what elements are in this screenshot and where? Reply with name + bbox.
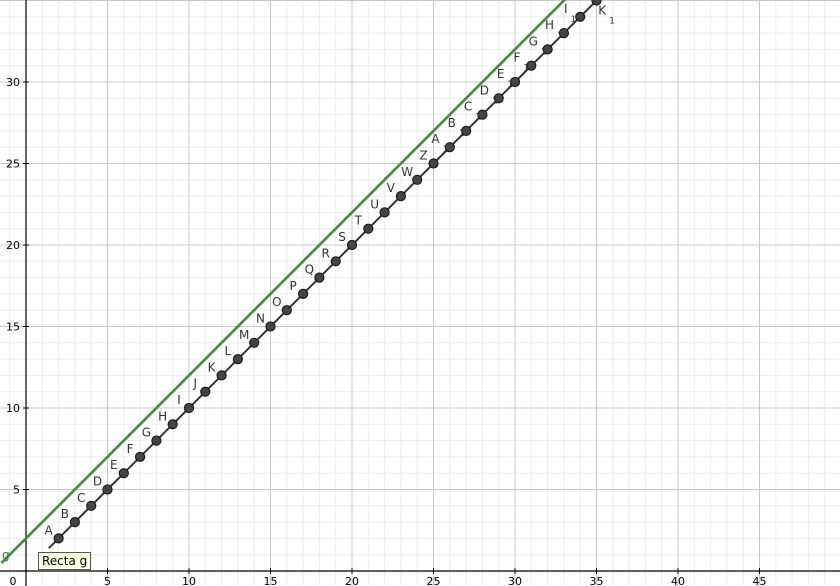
- point-F1[interactable]: [526, 60, 537, 71]
- point-A1[interactable]: [444, 142, 455, 153]
- point-S[interactable]: [346, 239, 358, 251]
- tooltip-text: Recta g: [42, 554, 88, 568]
- point-label: E1: [497, 67, 513, 90]
- x-tick-label: 25: [427, 575, 441, 586]
- point-label: O: [272, 295, 281, 309]
- point-label: J: [193, 377, 198, 391]
- y-tick-label: 30: [6, 76, 20, 89]
- point-I[interactable]: [183, 402, 195, 414]
- point-O[interactable]: [281, 305, 292, 316]
- point-label: T: [354, 214, 363, 228]
- tick-labels: 0 5 10 15 20 25 30 35 40 45 5 10 15 20 25 30: [6, 76, 767, 586]
- point-label: R: [322, 246, 330, 260]
- point-label: S: [338, 230, 346, 244]
- points[interactable]: [53, 0, 602, 544]
- point-label: F1: [513, 51, 529, 74]
- point-label: K: [208, 360, 217, 374]
- x-tick-label: 40: [671, 575, 685, 586]
- point-label: F: [127, 442, 134, 456]
- point-P[interactable]: [298, 288, 309, 299]
- point-L[interactable]: [232, 354, 243, 365]
- point-G1[interactable]: [542, 44, 553, 55]
- point-label: N: [256, 312, 265, 326]
- point-H[interactable]: [167, 419, 178, 430]
- point-label: Q: [305, 263, 314, 277]
- y-tick-label: 25: [6, 158, 20, 171]
- point-label: P: [289, 279, 296, 293]
- x-tick-label: 30: [508, 575, 522, 586]
- point-I1[interactable]: [575, 11, 586, 22]
- x-tick-label: 10: [182, 575, 196, 586]
- y-tick-label: 15: [6, 321, 20, 334]
- point-J[interactable]: [200, 386, 211, 397]
- y-tick-label: 10: [6, 402, 20, 415]
- point-F[interactable]: [135, 451, 146, 462]
- point-label: I1: [564, 2, 576, 25]
- point-D1[interactable]: [493, 93, 504, 104]
- point-K1[interactable]: [591, 0, 602, 6]
- point-label: H: [158, 409, 167, 423]
- y-tick-label: 20: [6, 239, 20, 252]
- point-R[interactable]: [330, 256, 341, 267]
- point-label: E: [110, 458, 118, 472]
- point-label: Z: [419, 149, 427, 163]
- point-V[interactable]: [395, 191, 406, 202]
- x-tick-label: 5: [104, 575, 111, 586]
- x-tick-label: 0: [10, 575, 17, 586]
- point-G[interactable]: [151, 435, 162, 446]
- point-C1[interactable]: [477, 109, 488, 120]
- line-g-path: [0, 0, 567, 564]
- x-tick-label: 35: [590, 575, 604, 586]
- point-C[interactable]: [86, 500, 97, 511]
- point-label: A: [44, 523, 53, 537]
- y-tick-label: 5: [13, 484, 20, 497]
- point-label: C: [77, 491, 85, 505]
- point-A[interactable]: [53, 533, 64, 544]
- point-label: D: [93, 475, 102, 489]
- point-B[interactable]: [69, 517, 81, 528]
- x-tick-label: 20: [345, 575, 359, 586]
- point-label: B: [61, 507, 69, 521]
- point-label: L: [225, 344, 232, 358]
- point-label: W: [401, 165, 413, 179]
- x-tick-label: 45: [753, 575, 767, 586]
- point-H1[interactable]: [558, 27, 570, 39]
- line-g-label: g: [2, 548, 10, 562]
- point-M[interactable]: [249, 337, 260, 348]
- point-label: U: [370, 197, 379, 211]
- line-g[interactable]: g: [0, 0, 840, 564]
- x-tick-label: 15: [264, 575, 278, 586]
- point-N[interactable]: [265, 321, 276, 332]
- point-T[interactable]: [363, 223, 374, 234]
- point-K[interactable]: [216, 370, 227, 381]
- point-B1[interactable]: [461, 125, 472, 136]
- point-W[interactable]: [412, 174, 423, 185]
- point-Z[interactable]: [428, 158, 439, 169]
- point-E1[interactable]: [509, 76, 521, 88]
- point-label: V: [387, 181, 396, 195]
- tooltip-recta-g: Recta g: [38, 552, 92, 570]
- point-U[interactable]: [379, 207, 390, 218]
- point-D[interactable]: [102, 484, 113, 495]
- point-label: G: [142, 426, 151, 440]
- point-label: I: [177, 393, 181, 407]
- point-E[interactable]: [118, 468, 129, 479]
- point-label: M: [239, 328, 249, 342]
- point-Q[interactable]: [314, 272, 325, 283]
